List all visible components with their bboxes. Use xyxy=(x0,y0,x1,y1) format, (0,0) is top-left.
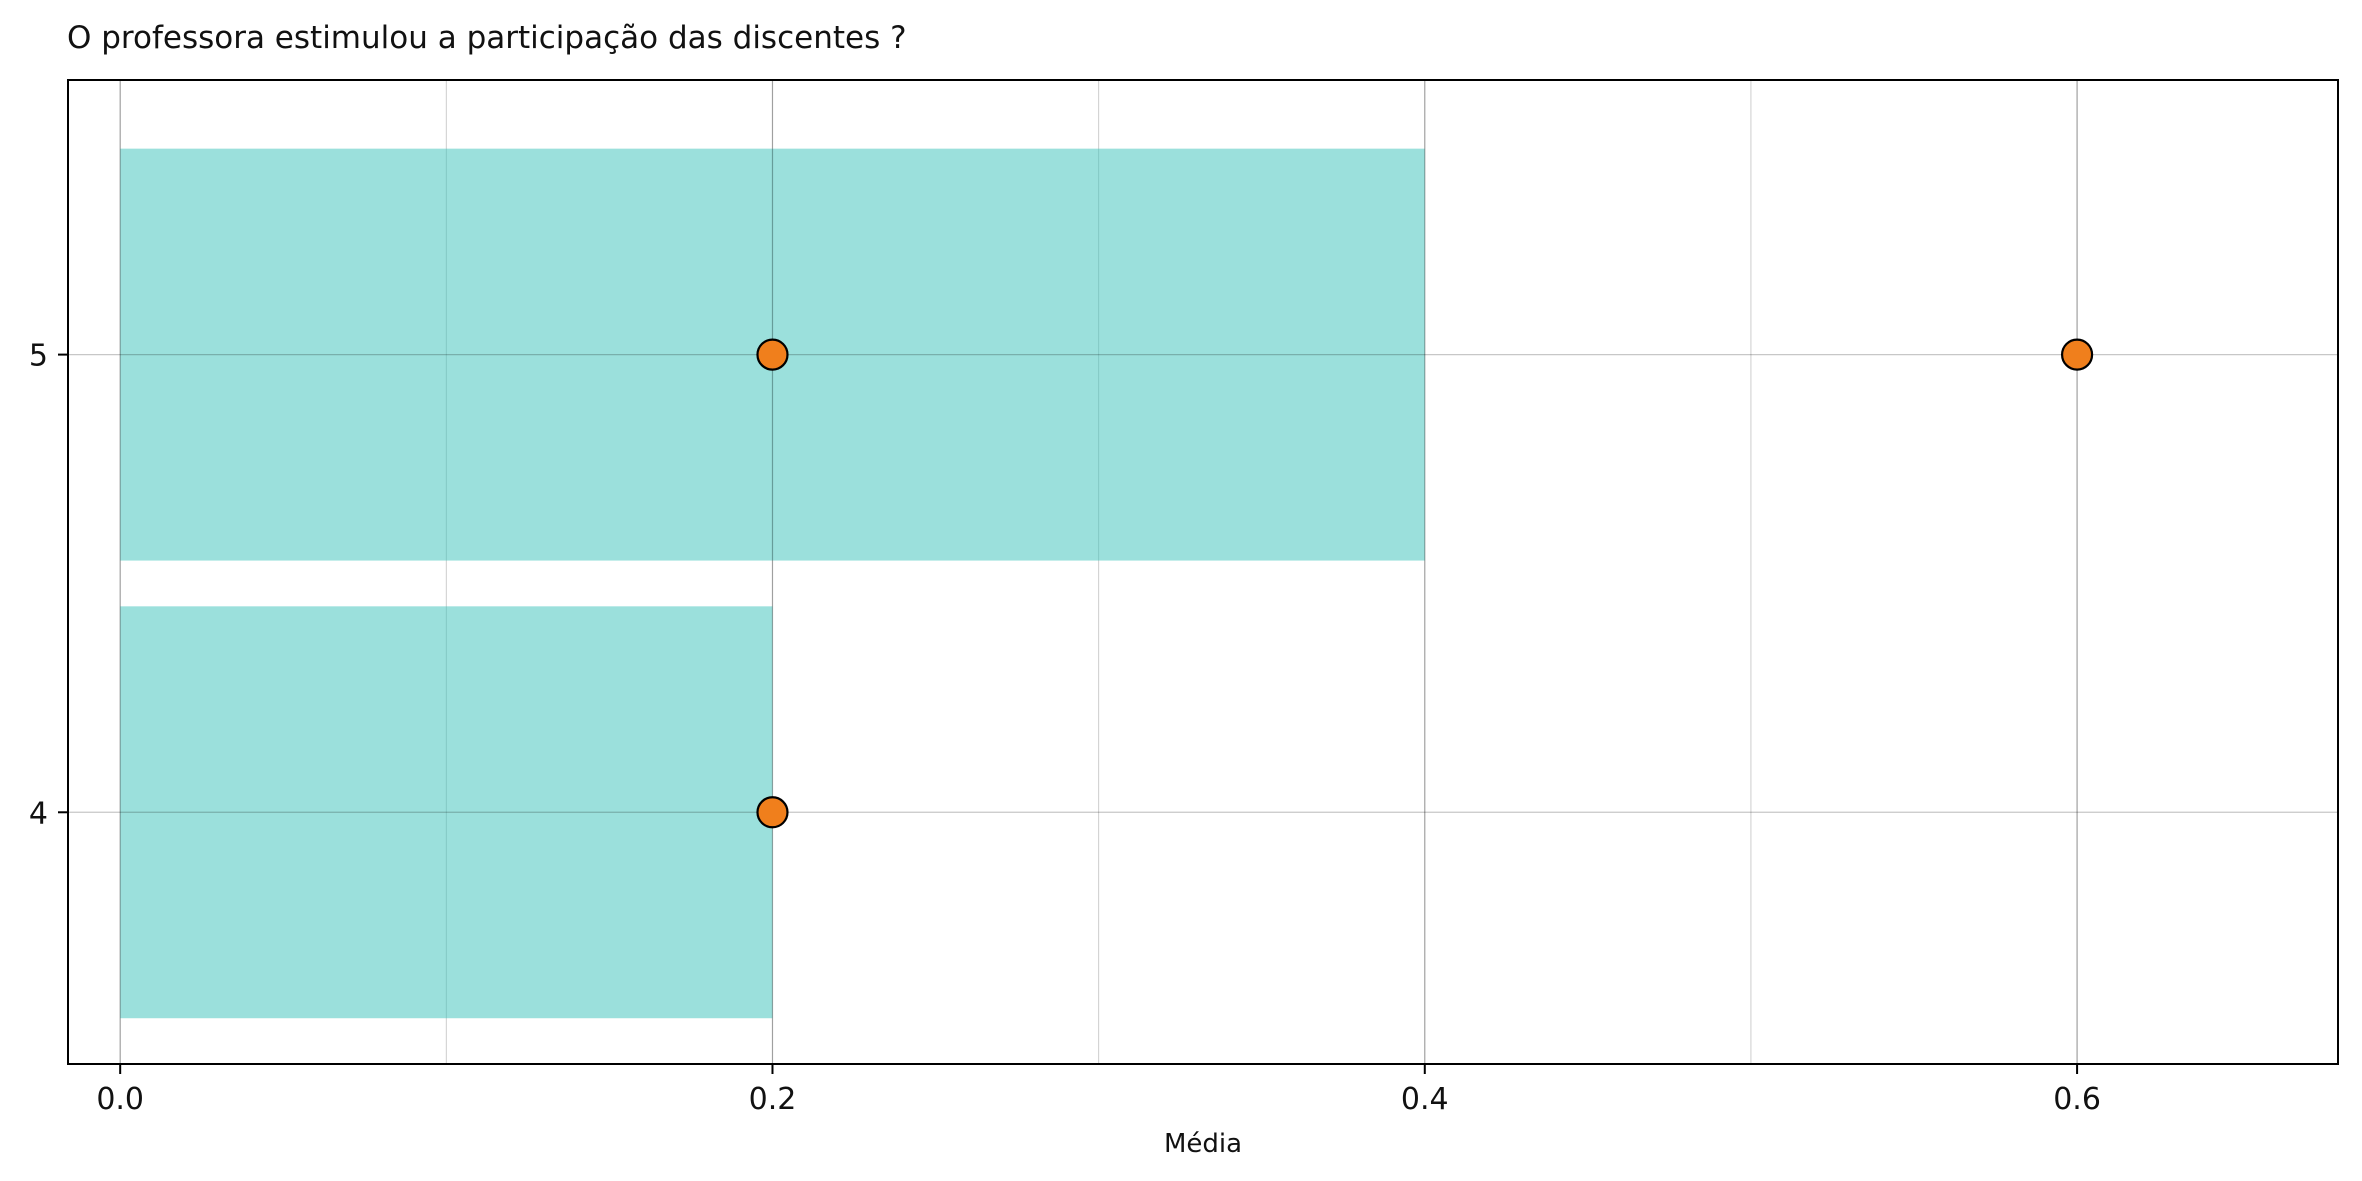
x-axis: 0.0 0.2 0.4 0.6 xyxy=(96,1064,2101,1117)
major-gridlines xyxy=(68,80,2338,1064)
x-axis-label: Média xyxy=(1164,1129,1242,1159)
x-tick-label: 0.4 xyxy=(1401,1082,1449,1117)
y-tick-label: 5 xyxy=(29,339,48,374)
plot-frame xyxy=(67,79,2339,1065)
y-tick-label: 4 xyxy=(29,796,48,831)
chart-title: O professora estimulou a participação da… xyxy=(67,20,907,56)
y-axis: 45 xyxy=(29,339,68,831)
x-tick-label: 0.2 xyxy=(749,1082,797,1117)
point-2 xyxy=(2060,338,2094,371)
x-tick-label: 0.0 xyxy=(96,1082,144,1117)
bar-4 xyxy=(120,606,773,1019)
point-3 xyxy=(756,796,789,829)
point-1 xyxy=(756,338,789,371)
points xyxy=(756,338,2094,829)
x-tick-label: 0.6 xyxy=(2053,1082,2101,1117)
